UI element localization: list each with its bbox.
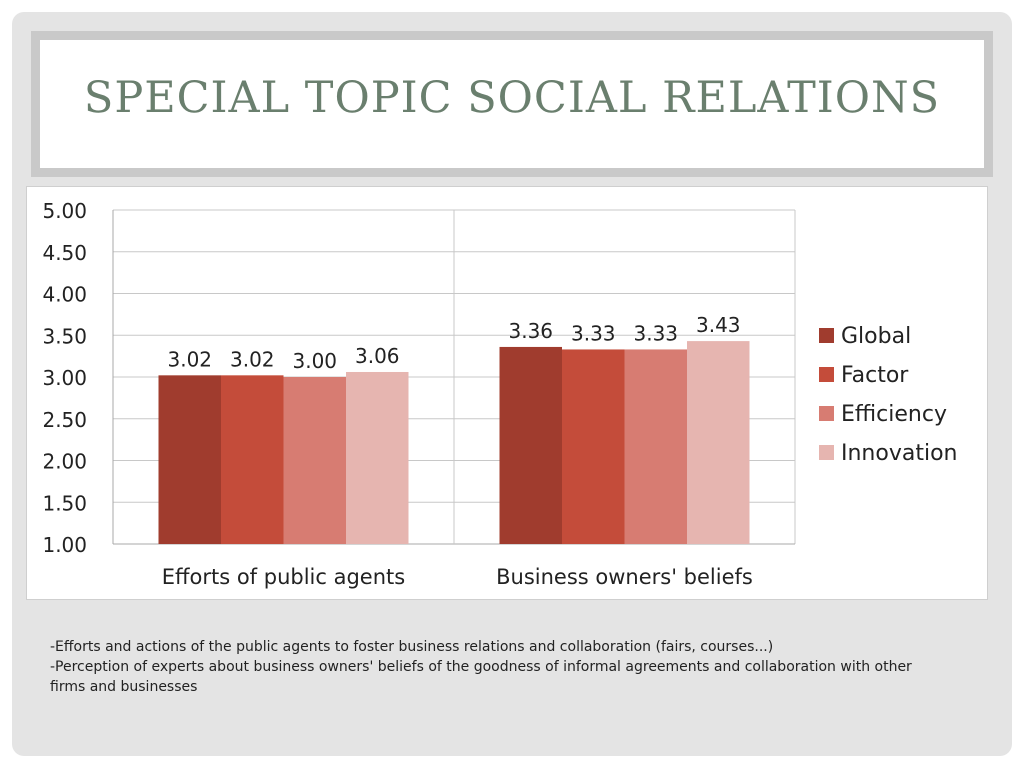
x-tick-label: Efforts of public agents [162,565,405,589]
y-tick-label: 3.00 [42,366,87,390]
slide-title: Special Topic Social Relations [83,73,941,123]
note-line-1: -Efforts and actions of the public agent… [50,639,774,655]
data-label: 3.02 [230,347,275,371]
legend-swatch [819,367,834,382]
y-tick-label: 4.00 [42,283,87,307]
y-tick-label: 2.00 [42,450,87,474]
data-label: 3.33 [571,321,616,345]
bar[interactable] [221,375,284,544]
notes-text: -Efforts and actions of the public agent… [50,637,930,697]
bar[interactable] [346,371,409,544]
chart-container: 1.00 1.50 2.00 2.50 3.00 3.50 4.00 4.50 5.00 3.02… [26,186,988,600]
legend-label: Factor [841,363,909,388]
data-label: 3.00 [292,349,337,373]
legend-label: Global [841,324,911,349]
legend-swatch [819,406,834,421]
bar[interactable] [158,375,222,544]
bar-chart: 1.00 1.50 2.00 2.50 3.00 3.50 4.00 4.50 5.00 3.02… [42,199,957,589]
bar[interactable] [283,377,347,544]
y-tick-label: 5.00 [42,199,87,223]
y-tick-label: 2.50 [42,408,87,432]
data-label: 3.36 [508,319,553,343]
y-tick-label: 3.50 [42,324,87,348]
data-label: 3.33 [633,321,678,345]
y-tick-label: 1.00 [42,533,87,557]
data-label: 3.06 [355,344,400,368]
data-label: 3.02 [167,347,212,371]
x-tick-label: Business owners' beliefs [496,565,753,589]
bar[interactable] [624,349,688,544]
legend-label: Innovation [841,441,957,466]
legend-swatch [819,328,834,343]
y-tick-label: 1.50 [42,491,87,515]
bar[interactable] [562,349,625,544]
bar[interactable] [687,341,750,544]
note-line-2: -Perception of experts about business ow… [50,659,912,695]
title-panel: Special Topic Social Relations [40,40,984,168]
bar[interactable] [499,346,563,544]
y-tick-label: 4.50 [42,241,87,265]
legend-label: Efficiency [841,402,947,427]
legend-swatch [819,445,834,460]
data-label: 3.43 [696,313,741,337]
title-frame: Special Topic Social Relations [31,31,993,177]
